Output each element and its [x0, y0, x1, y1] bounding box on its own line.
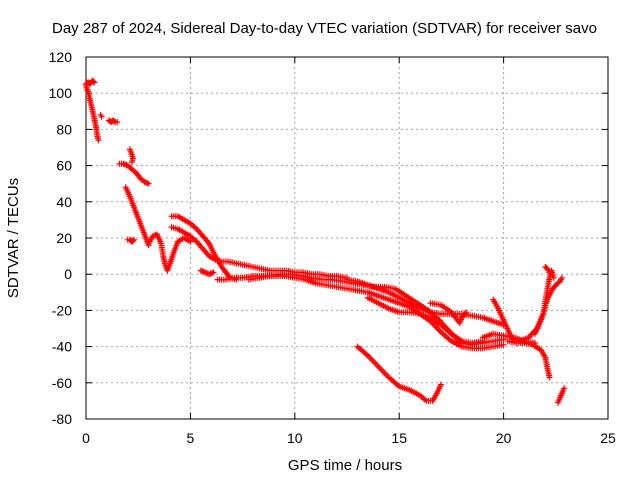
data-point	[555, 279, 562, 286]
data-point	[95, 137, 102, 144]
x-tick-label: 5	[187, 430, 195, 446]
data-point	[559, 274, 566, 281]
y-tick-labels: -80 -60 -40 -20 0 20 40 60 80 100 120	[49, 49, 73, 427]
y-axis-title: SDTVAR / TECUs	[5, 178, 22, 298]
data-point	[550, 274, 557, 281]
data-point	[90, 78, 97, 85]
y-tick-label: 40	[56, 194, 72, 210]
data-point	[149, 233, 156, 240]
data-point	[208, 269, 215, 276]
data-point	[199, 268, 206, 275]
data-point	[500, 341, 507, 348]
data-point	[91, 79, 98, 86]
data-point	[131, 236, 138, 243]
chart-title: Day 287 of 2024, Sidereal Day-to-day VTE…	[52, 20, 597, 37]
data-point	[437, 381, 444, 388]
x-tick-label: 25	[600, 430, 616, 446]
y-tick-label: 80	[56, 121, 72, 137]
data-point	[461, 310, 468, 317]
data-point	[128, 158, 135, 165]
data-point	[197, 267, 204, 274]
data-point	[203, 269, 210, 276]
x-axis-title: GPS time / hours	[288, 457, 402, 474]
x-tick-label: 0	[82, 430, 90, 446]
data-point	[206, 271, 213, 278]
data-point	[111, 118, 118, 125]
data-point	[202, 269, 209, 276]
data-point	[145, 180, 152, 187]
x-tick-labels: 0 5 10 15 20 25	[82, 430, 616, 446]
data-point	[120, 160, 127, 167]
data-point	[151, 232, 158, 239]
y-tick-label: -60	[52, 375, 72, 391]
data-point	[210, 269, 217, 276]
y-tick-label: 20	[56, 230, 72, 246]
data-point	[561, 385, 568, 392]
data-point	[546, 269, 553, 276]
y-tick-label: -80	[52, 411, 72, 427]
grid-lines	[86, 57, 608, 419]
y-tick-label: 0	[64, 266, 72, 282]
data-point	[141, 178, 148, 185]
y-tick-label: 100	[49, 85, 73, 101]
data-point	[463, 309, 470, 316]
y-tick-label: 60	[56, 158, 72, 174]
data-point	[144, 180, 151, 187]
x-tick-label: 10	[287, 430, 303, 446]
data-point	[121, 161, 128, 168]
data-point	[129, 237, 136, 244]
x-tick-label: 20	[496, 430, 512, 446]
x-tick-label: 15	[391, 430, 407, 446]
y-tick-label: -20	[52, 302, 72, 318]
data-point	[98, 113, 105, 120]
data-point	[142, 179, 149, 186]
data-point	[200, 268, 207, 275]
data-point	[187, 238, 194, 245]
data-point	[207, 270, 214, 277]
y-tick-label: -40	[52, 339, 72, 355]
data-point	[546, 374, 553, 381]
data-point	[114, 119, 121, 126]
y-tick-label: 120	[49, 49, 73, 65]
data-points	[83, 77, 568, 406]
